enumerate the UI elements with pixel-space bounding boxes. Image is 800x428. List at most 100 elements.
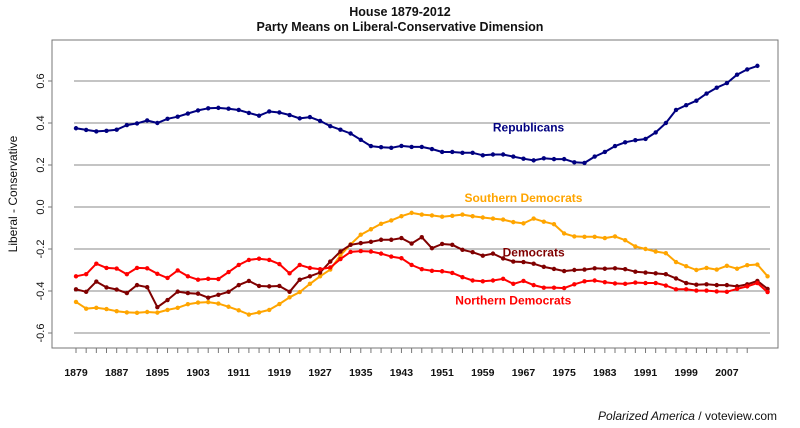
data-point bbox=[582, 279, 587, 284]
data-point bbox=[765, 289, 770, 295]
data-point bbox=[490, 278, 496, 283]
data-point bbox=[216, 292, 221, 297]
data-point bbox=[226, 106, 231, 111]
data-point bbox=[429, 213, 435, 218]
data-point bbox=[694, 282, 699, 287]
data-point bbox=[521, 259, 526, 265]
data-point bbox=[419, 235, 424, 240]
data-point bbox=[246, 278, 252, 284]
data-point bbox=[643, 246, 648, 252]
data-point bbox=[602, 149, 608, 155]
series-northern-democrats bbox=[73, 248, 770, 295]
data-point bbox=[622, 266, 628, 272]
data-point bbox=[470, 214, 475, 219]
data-point bbox=[439, 149, 445, 155]
data-point bbox=[216, 276, 221, 282]
data-point bbox=[714, 289, 719, 294]
data-point bbox=[592, 266, 597, 271]
data-point bbox=[653, 249, 658, 254]
data-point bbox=[622, 281, 628, 287]
chart-subtitle: Party Means on Liberal-Conservative Dime… bbox=[257, 20, 544, 34]
y-tick-label: 0.6 bbox=[35, 73, 47, 88]
y-tick-label: -0.6 bbox=[35, 324, 47, 343]
y-tick-label: 0.0 bbox=[35, 199, 47, 214]
data-point bbox=[83, 272, 89, 277]
data-point bbox=[236, 282, 241, 288]
data-point bbox=[673, 287, 679, 292]
data-point bbox=[439, 269, 445, 274]
data-point bbox=[338, 249, 343, 254]
series-label-northern-democrats: Northern Democrats bbox=[455, 294, 571, 308]
series-label-republicans: Republicans bbox=[493, 120, 565, 134]
data-point bbox=[572, 267, 577, 273]
data-point bbox=[500, 256, 506, 261]
data-point bbox=[256, 310, 262, 315]
data-point bbox=[734, 72, 740, 77]
data-point bbox=[439, 241, 445, 247]
data-point bbox=[429, 245, 435, 251]
data-point bbox=[144, 309, 150, 315]
x-tick-label: 1975 bbox=[552, 367, 576, 379]
data-point bbox=[480, 153, 485, 158]
x-tick-label: 2007 bbox=[715, 367, 739, 379]
data-point bbox=[104, 128, 109, 133]
x-tick-label: 1927 bbox=[308, 367, 332, 379]
data-point bbox=[297, 289, 302, 295]
data-point bbox=[175, 289, 180, 294]
data-point bbox=[684, 280, 689, 286]
data-point bbox=[317, 270, 323, 275]
data-point bbox=[165, 307, 170, 313]
data-point bbox=[602, 279, 608, 285]
data-point bbox=[216, 105, 221, 111]
data-point bbox=[734, 266, 740, 271]
data-point bbox=[277, 110, 282, 115]
data-point bbox=[551, 285, 557, 290]
y-axis-label: Liberal - Conservative bbox=[6, 135, 20, 252]
data-point bbox=[470, 150, 475, 156]
data-point bbox=[144, 285, 150, 290]
data-point bbox=[470, 278, 475, 283]
data-point bbox=[267, 257, 272, 263]
data-point bbox=[450, 213, 455, 219]
data-point bbox=[134, 121, 140, 126]
x-tick-label: 1951 bbox=[430, 367, 454, 379]
data-point bbox=[714, 85, 719, 90]
data-point bbox=[480, 215, 485, 220]
data-point bbox=[378, 144, 384, 150]
data-point bbox=[673, 107, 679, 113]
y-tick-label: -0.2 bbox=[35, 240, 47, 259]
data-point bbox=[663, 272, 669, 277]
data-point bbox=[104, 265, 109, 271]
data-point bbox=[409, 262, 414, 268]
data-point bbox=[124, 122, 130, 128]
credit: Polarized America / voteview.com bbox=[598, 409, 777, 423]
data-point bbox=[480, 279, 485, 284]
data-point bbox=[490, 251, 496, 256]
data-point bbox=[307, 114, 313, 120]
data-point bbox=[297, 116, 302, 121]
data-point bbox=[134, 310, 140, 316]
data-point bbox=[612, 234, 618, 239]
data-point bbox=[368, 249, 374, 254]
data-point bbox=[389, 237, 394, 242]
data-point bbox=[378, 251, 384, 256]
data-point bbox=[175, 305, 180, 310]
series-line-southern-democrats bbox=[75, 211, 769, 316]
data-point bbox=[704, 288, 709, 293]
data-point bbox=[73, 274, 79, 279]
data-point bbox=[653, 280, 658, 286]
data-point bbox=[287, 289, 292, 295]
data-point bbox=[246, 110, 252, 116]
data-point bbox=[185, 290, 191, 296]
data-point bbox=[328, 259, 333, 264]
series-republicans bbox=[73, 63, 760, 166]
data-point bbox=[195, 291, 201, 296]
data-point bbox=[755, 262, 760, 267]
data-point bbox=[734, 286, 740, 292]
data-point bbox=[389, 254, 394, 259]
data-point bbox=[206, 106, 211, 111]
series-southern-democrats bbox=[73, 210, 770, 317]
data-point bbox=[541, 264, 547, 270]
x-tick-label: 1999 bbox=[675, 367, 699, 379]
data-point bbox=[419, 212, 424, 217]
